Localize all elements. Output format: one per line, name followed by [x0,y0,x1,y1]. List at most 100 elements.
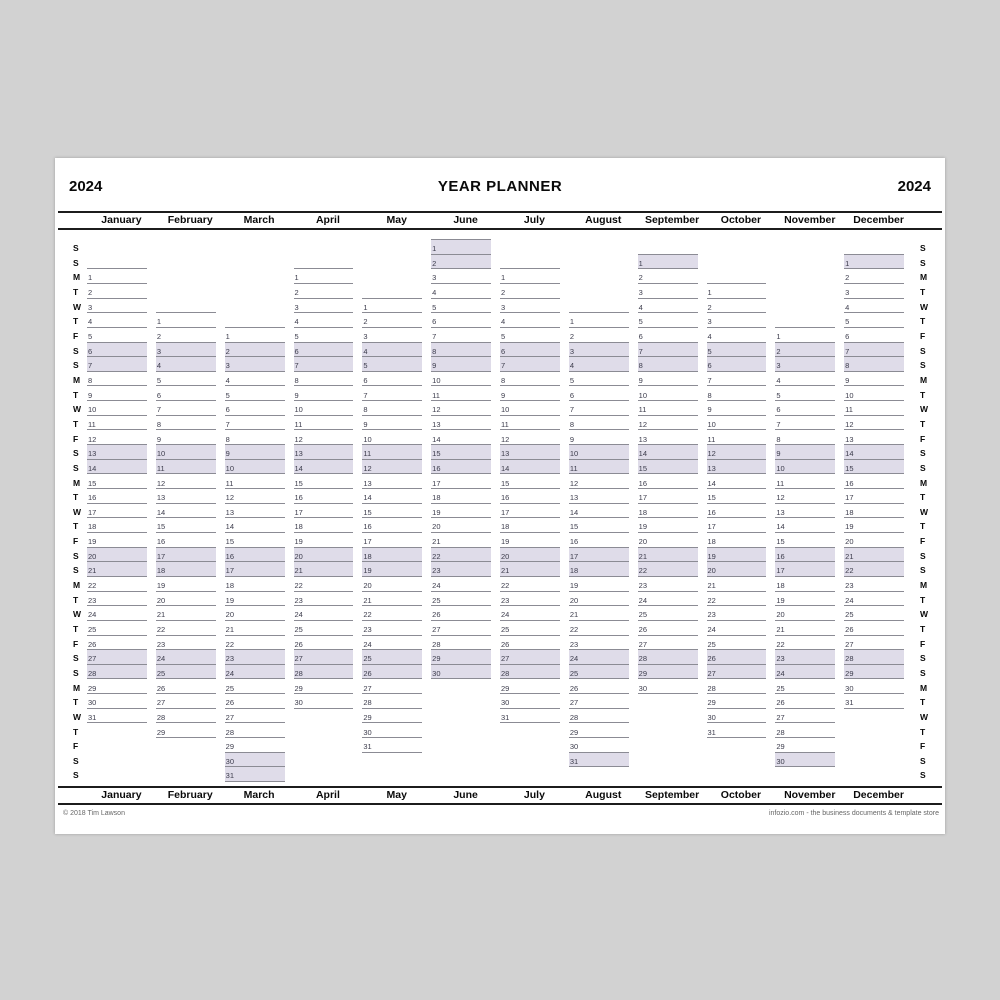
date-number: 20 [845,537,854,547]
date-number: 9 [363,419,368,429]
empty-slot-march [224,313,285,328]
date-cell-november-4: 4 [775,372,836,387]
date-cell-december-7: 7 [844,342,904,358]
date-number: 29 [225,742,234,752]
date-number: 8 [363,405,368,415]
date-cell-february-5: 5 [155,372,216,387]
day-letter-l-11: W [73,404,82,415]
date-cell-october-15: 15 [706,489,767,504]
date-cell-february-24: 24 [155,650,216,665]
date-cell-july-5: 5 [500,328,560,343]
date-cell-july-16: 16 [500,489,560,504]
date-number: 21 [363,595,372,605]
blank-cell [638,723,698,738]
date-number: 6 [776,405,781,415]
blank-cell [500,738,560,753]
date-number: 17 [845,493,854,503]
date-cell-june-21: 21 [431,533,491,548]
date-number: 16 [707,507,716,517]
date-cell-may-16: 16 [362,518,423,533]
date-cell-april-29: 29 [293,679,354,695]
date-number: 29 [638,668,647,678]
blank-cell [569,284,629,299]
date-cell-february-18: 18 [155,562,216,577]
date-cell-march-15: 15 [224,533,285,548]
date-number: 11 [569,463,578,473]
date-number: 13 [501,449,510,459]
date-cell-january-30: 30 [87,694,147,709]
date-number: 7 [776,419,781,429]
date-cell-august-29: 29 [568,723,629,739]
date-cell-september-4: 4 [637,299,698,314]
date-number: 5 [294,332,299,342]
date-cell-march-16: 16 [224,547,285,563]
date-number: 10 [845,390,854,400]
date-number: 14 [363,493,372,503]
date-cell-april-19: 19 [293,533,354,548]
date-number: 15 [156,522,166,532]
date-number: 8 [569,419,574,429]
date-cell-december-28: 28 [844,650,904,665]
date-cell-february-7: 7 [155,401,216,416]
date-number: 20 [225,610,234,620]
date-cell-february-1: 1 [155,313,216,328]
date-number: 4 [569,361,574,371]
day-letter-l-8: S [73,360,79,371]
date-number: 29 [707,698,716,708]
date-number: 8 [501,375,506,385]
date-cell-february-21: 21 [155,606,216,621]
date-cell-december-4: 4 [844,299,904,314]
date-cell-june-10: 10 [431,372,491,387]
day-letter-l-33: T [73,726,79,737]
date-number: 13 [569,493,579,503]
date-number: 16 [776,551,785,561]
date-number: 13 [638,434,647,444]
month-label-july: July [523,789,545,801]
day-letter-l-17: T [73,492,79,503]
date-cell-february-3: 3 [155,342,216,358]
day-letter-r-0: S [920,243,926,254]
date-cell-august-24: 24 [568,650,629,665]
blank-cell [569,767,629,782]
date-number: 5 [432,302,437,312]
date-number: 28 [88,668,97,678]
day-letter-l-15: S [73,462,79,473]
date-cell-february-9: 9 [155,430,216,446]
date-number: 19 [225,595,234,605]
blank-cell [844,738,904,753]
date-number: 3 [156,346,161,356]
date-number: 3 [501,302,506,312]
date-cell-may-19: 19 [362,562,423,577]
date-cell-november-5: 5 [775,386,836,402]
date-number: 17 [501,507,510,517]
day-letter-r-12: T [920,418,926,429]
date-number: 25 [156,668,166,678]
date-cell-april-9: 9 [293,386,354,402]
date-number: 2 [294,288,299,298]
date-cell-december-30: 30 [844,679,904,695]
blank-cell [87,738,147,753]
blank-cell [294,723,354,738]
date-cell-november-3: 3 [775,357,836,372]
blank-cell [156,269,216,284]
date-number: 24 [225,668,234,678]
blank-cell [775,269,835,284]
date-cell-july-22: 22 [500,577,560,592]
date-cell-august-4: 4 [568,357,629,372]
date-number: 18 [776,581,785,591]
date-number: 6 [432,317,437,327]
date-number: 25 [363,654,372,664]
date-number: 24 [638,595,647,605]
blank-cell [500,240,560,255]
date-number: 25 [845,610,854,620]
date-cell-september-29: 29 [637,664,698,680]
blank-cell [156,738,216,753]
month-label-december: December [853,789,904,801]
date-number: 19 [569,581,579,591]
date-number: 14 [88,463,97,473]
date-number: 12 [363,463,372,473]
blank-cell [844,231,904,240]
date-number: 10 [294,405,303,415]
date-cell-january-18: 18 [87,518,147,533]
date-number: 28 [432,639,441,649]
